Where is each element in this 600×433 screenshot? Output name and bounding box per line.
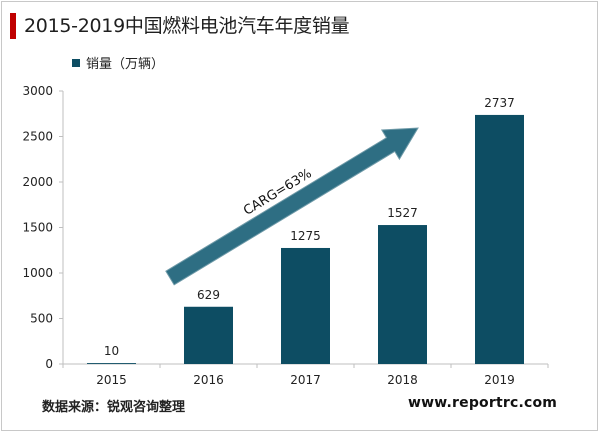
data-label: 10 [104,344,119,358]
data-label: 629 [197,288,220,302]
y-tick-label: 2000 [22,175,53,189]
y-axis: 0 500 1000 1500 2000 2500 3000 [22,84,64,371]
legend: 销量（万辆） [72,57,164,72]
y-tick-label: 3000 [22,84,53,98]
bars: 10 629 1275 1527 2737 [87,96,524,364]
growth-arrow-shape [165,127,419,286]
x-tick-label: 2017 [290,373,321,387]
legend-swatch [72,59,80,67]
x-axis: 2015 2016 2017 2018 2019 [62,363,549,387]
y-tick-label: 1000 [22,266,53,280]
data-label: 1275 [290,229,321,243]
data-label: 1527 [387,206,418,220]
x-tick-label: 2018 [387,373,418,387]
website-label: www.reportrc.com [408,395,558,411]
legend-label: 销量（万辆） [86,57,164,72]
bar [87,363,136,364]
data-label: 2737 [484,96,515,110]
bar [475,114,524,364]
y-tick-label: 500 [30,312,53,326]
data-source: 数据来源：锐观咨询整理 [42,400,186,415]
bar [184,306,233,364]
y-tick-label: 0 [45,357,53,371]
page-title: 2015-2019中国燃料电池汽车年度销量 [24,15,350,37]
x-tick-label: 2019 [484,373,515,387]
x-tick-label: 2016 [193,373,224,387]
y-tick-label: 1500 [22,221,53,235]
y-tick-label: 2500 [22,130,53,144]
arrow-body [165,127,419,286]
bar [281,247,330,364]
title-accent-bar [10,13,16,39]
x-tick-label: 2015 [96,373,127,387]
bar [378,225,427,364]
